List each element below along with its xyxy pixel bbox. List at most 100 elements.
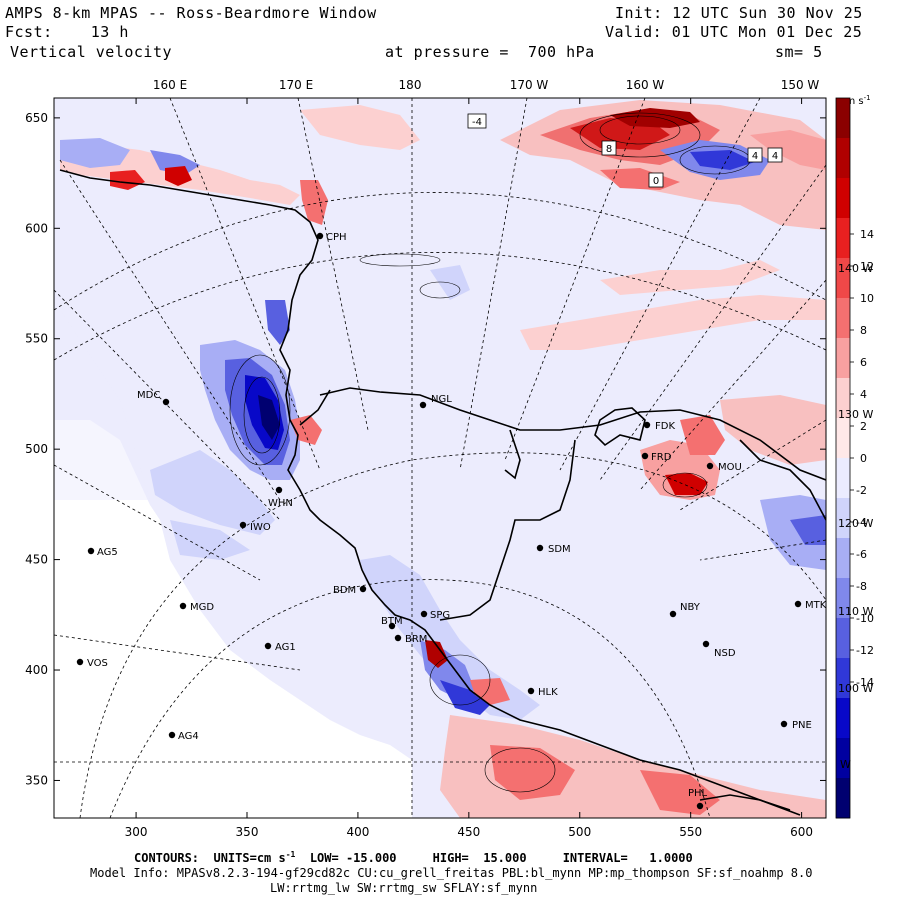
colorbar-label: -6 <box>856 548 867 561</box>
contour-label: 8 <box>606 144 612 155</box>
svg-text:AG1: AG1 <box>275 642 296 653</box>
smoothing-value: sm= 5 <box>775 43 823 61</box>
colorbar-swatch <box>836 578 850 619</box>
lon-label: 120 W <box>838 517 873 530</box>
station: FDK <box>643 421 675 432</box>
colorbar-label: 0 <box>860 452 867 465</box>
colorbar-label: 4 <box>860 388 867 401</box>
pressure-level: at pressure = 700 hPa <box>385 43 595 61</box>
svg-text:MDC: MDC <box>137 390 160 401</box>
y-tick-label: 450 <box>25 553 48 567</box>
svg-text:NBY: NBY <box>680 602 701 613</box>
colorbar-swatch <box>836 658 850 699</box>
station: BRM <box>394 634 427 645</box>
y-tick-label: 600 <box>25 221 48 235</box>
contour-label: 4 <box>752 151 758 162</box>
station: NSD <box>702 640 736 659</box>
lon-label: 160 W <box>626 78 665 92</box>
svg-text:WHN: WHN <box>268 498 293 509</box>
y-tick-label: 550 <box>25 332 48 346</box>
lon-label: 100 W <box>838 682 873 695</box>
svg-text:AG4: AG4 <box>178 731 199 742</box>
station: MGD <box>179 602 214 613</box>
forecast-hour: Fcst: 13 h <box>5 23 129 41</box>
colorbar-label: -4 <box>856 516 867 529</box>
y-axis: 650 600 550 500 450 400 350 <box>25 111 826 787</box>
x-tick-label: 300 <box>125 825 148 839</box>
plot-frame <box>53 97 827 819</box>
model-info-line2: LW:rrtmg_lw SW:rrtmg_sw SFLAY:sf_mynn <box>270 881 538 895</box>
contour-info: CONTOURS: UNITS=cm s-1 LOW= -15.000 HIGH… <box>134 850 693 865</box>
colorbar-swatch <box>836 98 850 139</box>
model-info: Model Info: MPASv8.2.3-194-gf29cd82c CU:… <box>90 866 813 880</box>
x-tick-label: 350 <box>236 825 259 839</box>
svg-text:PNE: PNE <box>792 720 812 731</box>
svg-text:FDK: FDK <box>655 421 675 432</box>
svg-text:BDM: BDM <box>333 585 356 596</box>
contour-label: 4 <box>772 151 778 162</box>
colorbar-swatch <box>836 738 850 779</box>
colorbar-swatch <box>836 498 850 539</box>
colorbar-swatch <box>836 338 850 379</box>
colorbar-label: 8 <box>860 324 867 337</box>
colorbar-label: 12 <box>860 260 874 273</box>
colorbar-swatch <box>836 138 850 179</box>
svg-text:PHL: PHL <box>688 788 708 799</box>
right-longitude-labels: 140 W 130 W 120 W 110 W 100 W W <box>838 262 873 771</box>
colorbar-units: cm s-1 <box>840 94 871 107</box>
station: IWO <box>239 521 271 533</box>
colorbar-label: 14 <box>860 228 874 241</box>
svg-text:NSD: NSD <box>714 648 736 659</box>
lon-label: 180 <box>399 78 422 92</box>
lon-label: 110 W <box>838 605 873 618</box>
station: SDM <box>536 544 571 555</box>
colorbar-label: -14 <box>856 676 874 689</box>
svg-text:SDM: SDM <box>548 544 571 555</box>
map-title: AMPS 8-km MPAS -- Ross-Beardmore Window <box>5 4 377 22</box>
field-name: Vertical velocity <box>10 43 173 61</box>
svg-text:FRD: FRD <box>651 452 672 463</box>
y-tick-label: 350 <box>25 773 48 787</box>
contour-labels: -4 8 0 4 4 <box>467 113 783 188</box>
colorbar-swatch <box>836 458 850 499</box>
colorbar-label: 2 <box>860 420 867 433</box>
station: SPG <box>420 610 450 621</box>
svg-text:MTK: MTK <box>805 600 827 611</box>
station: MDC <box>137 390 170 406</box>
station: NGL <box>419 394 452 409</box>
colorbar-swatch <box>836 418 850 459</box>
svg-text:IWO: IWO <box>250 522 271 533</box>
contour-lines <box>229 112 751 793</box>
lon-label: 140 W <box>838 262 873 275</box>
station-layer: CPH NGL MDC FDK FRD MOU WHN IWO SDM AG5 … <box>76 232 827 810</box>
colorbar-swatch <box>836 378 850 419</box>
colorbar-swatch <box>836 698 850 739</box>
colorbar-label: -10 <box>856 612 874 625</box>
svg-text:CPH: CPH <box>326 232 347 243</box>
y-tick-label: 650 <box>25 111 48 125</box>
station: AG1 <box>264 642 296 653</box>
svg-text:AG5: AG5 <box>97 547 118 558</box>
contour-label: 0 <box>653 176 659 187</box>
longitude-labels: 160 E 170 E 180 170 W 160 W 150 W <box>153 78 820 92</box>
graticule <box>54 98 826 818</box>
lon-label: 170 E <box>279 78 313 92</box>
y-tick-label: 500 <box>25 442 48 456</box>
colorbar-swatch <box>836 538 850 579</box>
station: FRD <box>641 452 672 463</box>
contour-label: -4 <box>472 117 482 128</box>
station: MOU <box>706 462 742 473</box>
svg-text:MOU: MOU <box>718 462 742 473</box>
colorbar-swatch <box>836 178 850 219</box>
lon-label: W <box>840 758 851 771</box>
colorbar-label: -8 <box>856 580 867 593</box>
colorbar: cm s-1 14 12 10 8 6 4 2 0 -2 -4 -6 -8 -10 -12 -14 <box>835 94 874 819</box>
colorbar-swatch <box>836 778 850 819</box>
coastline <box>59 169 826 816</box>
station: CPH <box>316 232 347 243</box>
colorbar-swatch <box>836 618 850 659</box>
lon-label: 130 W <box>838 408 873 421</box>
field-layer <box>54 98 826 818</box>
station: PHL <box>688 788 708 810</box>
colorbar-swatch <box>836 218 850 259</box>
